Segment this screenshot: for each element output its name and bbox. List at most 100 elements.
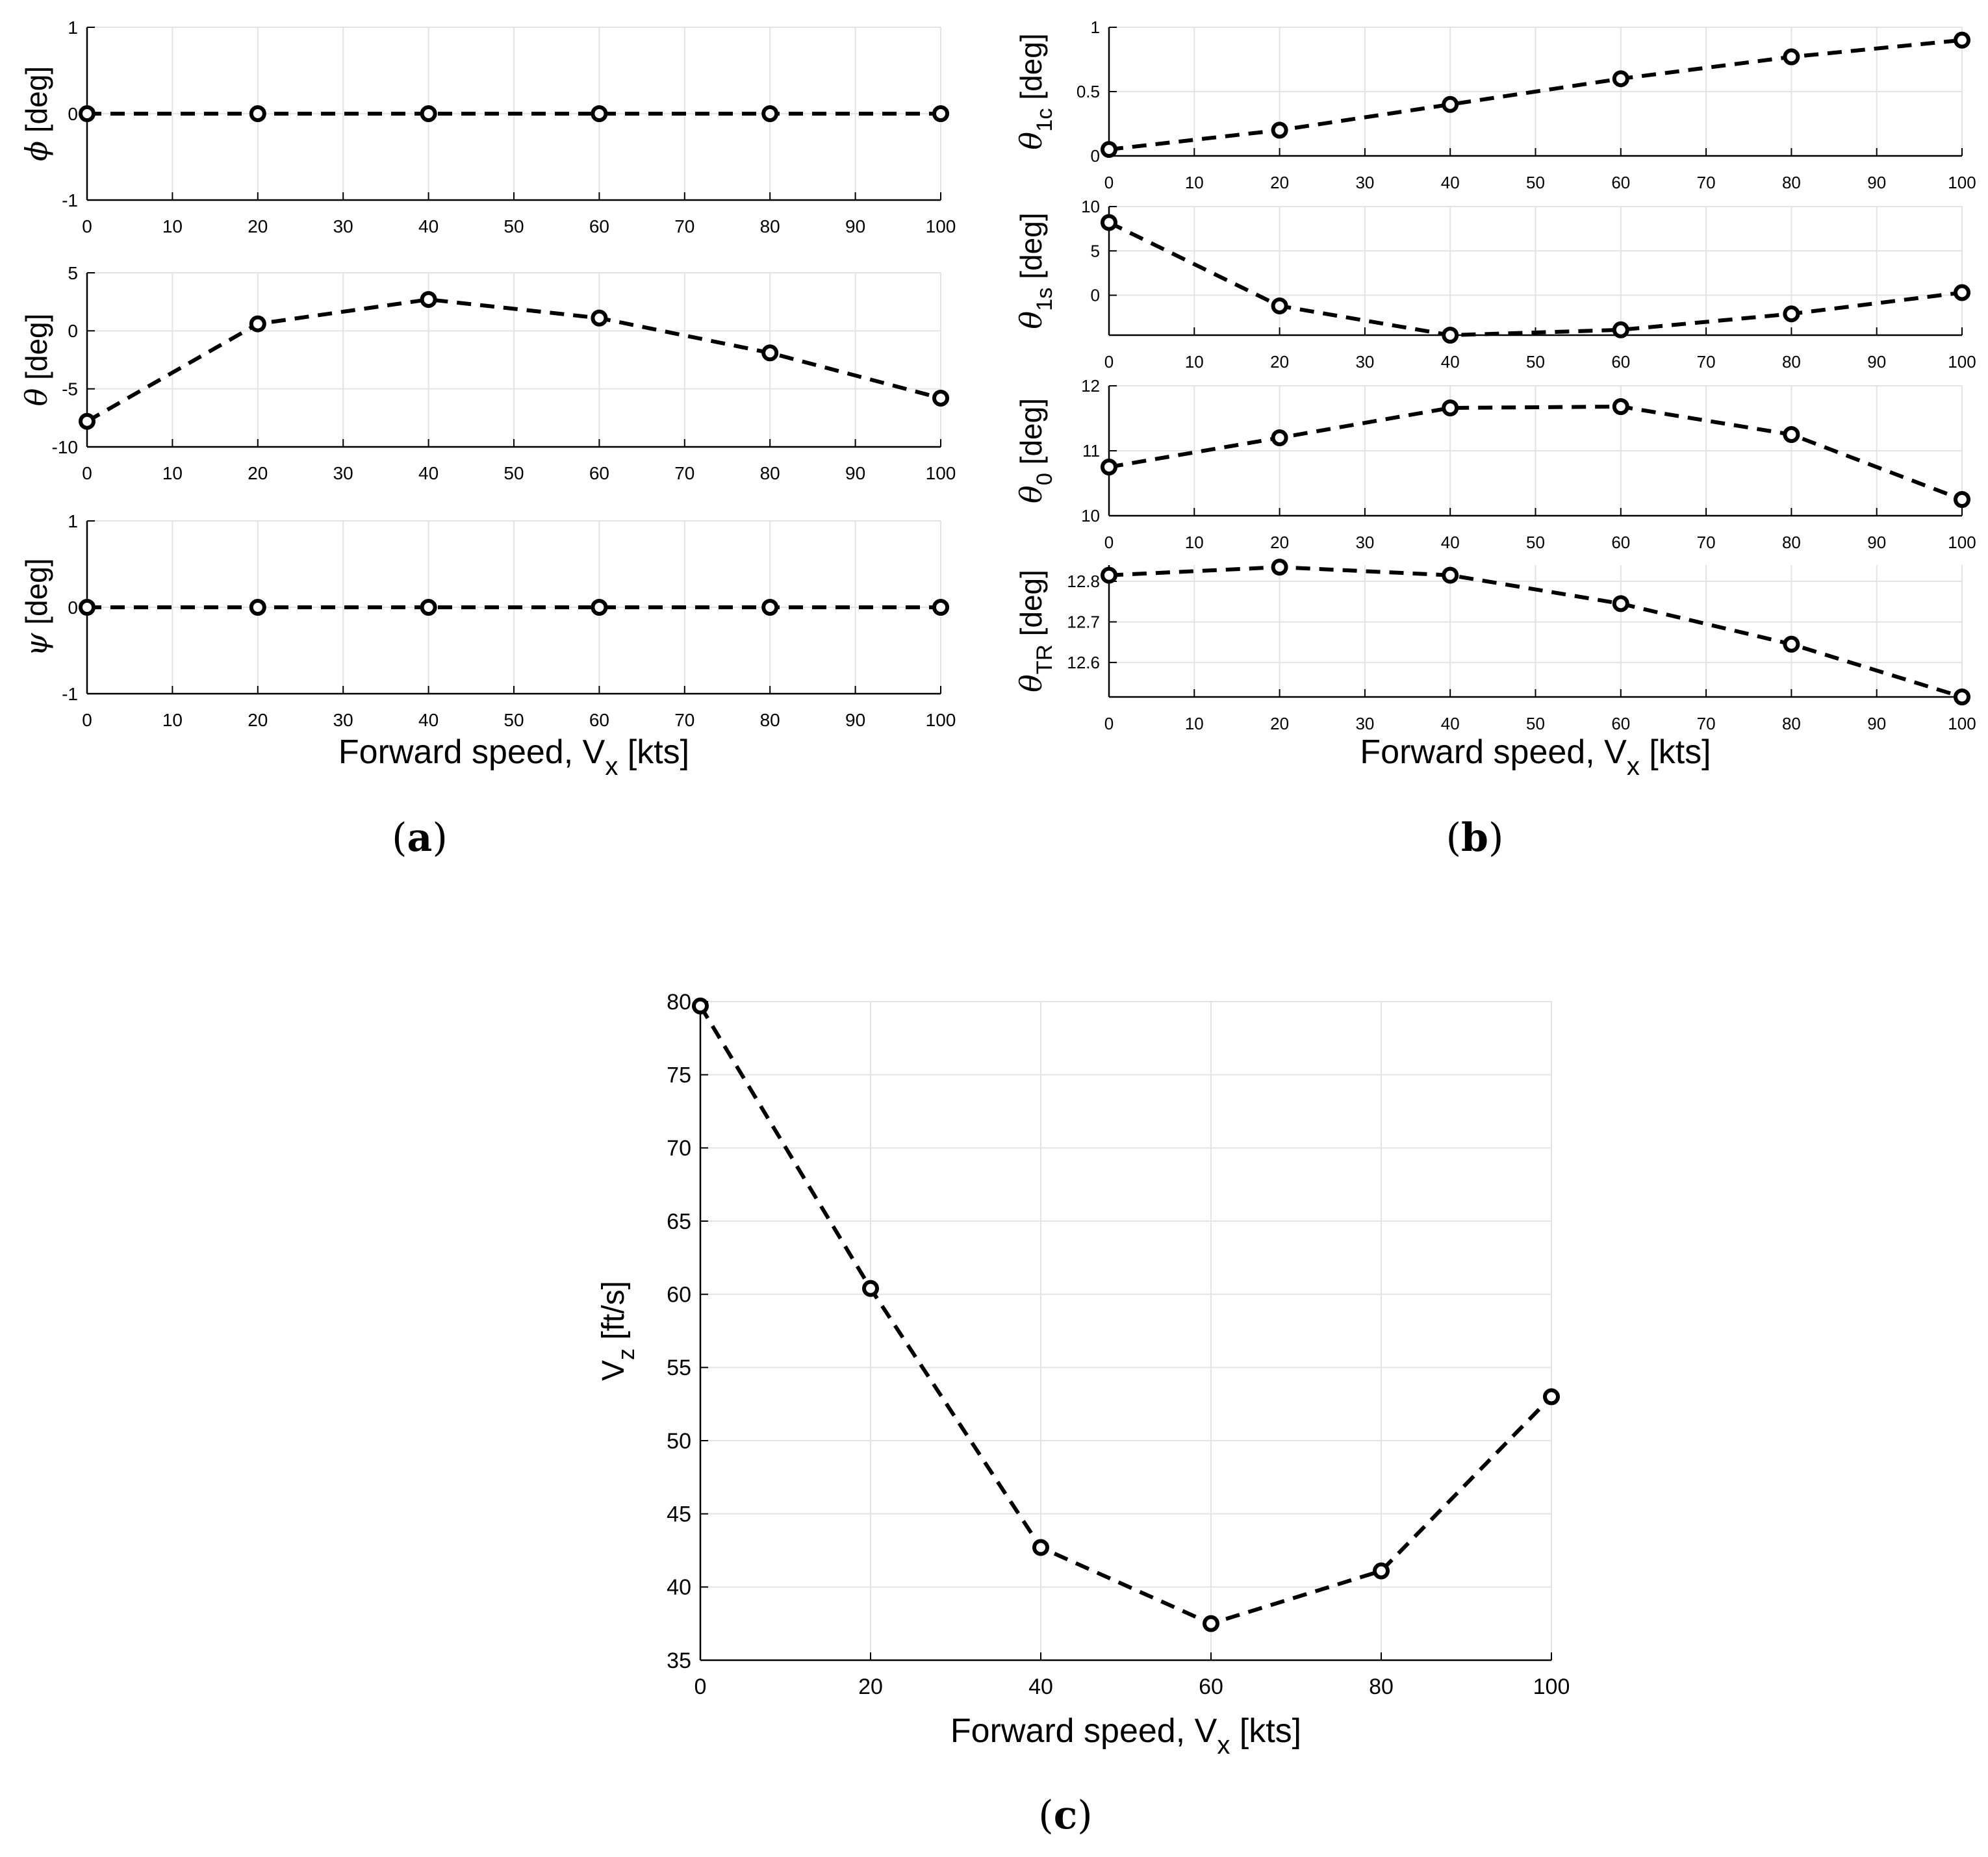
y-tick-label: 80 (667, 990, 691, 1015)
x-tick-label: 70 (674, 216, 695, 236)
data-point (1442, 327, 1459, 344)
y-tick-label: 5 (1091, 241, 1100, 260)
data-point (932, 599, 949, 616)
x-tick-label: 80 (1782, 714, 1801, 733)
x-tick-label: 50 (503, 710, 524, 730)
y-tick-label: 0 (1091, 286, 1100, 305)
x-tick-label: 100 (1948, 533, 1976, 552)
y-tick-label: 12.8 (1067, 572, 1100, 591)
x-tick-label: 80 (1369, 1674, 1394, 1699)
x-tick-label: 100 (1948, 714, 1976, 733)
x-axis-label: Forward speed, Vx [kts] (950, 1712, 1301, 1760)
data-point (1203, 1615, 1219, 1632)
data-point (1612, 398, 1629, 415)
y-tick-label: -10 (52, 437, 78, 457)
y-tick-label: 0.5 (1077, 82, 1100, 101)
y-tick-label: 10 (1081, 197, 1100, 216)
data-point (761, 344, 779, 362)
data-point (249, 105, 266, 122)
x-tick-label: 30 (333, 710, 353, 730)
x-tick-label: 30 (1355, 173, 1374, 192)
data-point (1442, 566, 1459, 584)
x-tick-label: 40 (1441, 533, 1460, 552)
x-tick-label: 50 (1526, 173, 1545, 192)
x-tick-label: 50 (1526, 533, 1545, 552)
x-tick-label: 30 (1355, 533, 1374, 552)
x-tick-label: 50 (1526, 714, 1545, 733)
series-line (1108, 38, 1963, 152)
y-tick-label: 45 (667, 1502, 691, 1527)
x-tick-label: 40 (418, 710, 439, 730)
chart-b4: 0 10 20 30 40 50 60 70 80 90 100 12.6 12.7 12.8 θTR [d… (1013, 559, 1976, 781)
caption-b: (b) (1446, 815, 1504, 861)
x-tick-label: 60 (1611, 714, 1630, 733)
data-point (1271, 121, 1288, 139)
x-tick-label: 20 (248, 463, 268, 483)
y-tick-label: 10 (1081, 506, 1100, 525)
x-tick-label: 10 (1185, 533, 1204, 552)
x-axis-label: Forward speed, Vx [kts] (338, 733, 689, 781)
x-tick-label: 80 (1782, 533, 1801, 552)
x-tick-label: 90 (1867, 714, 1886, 733)
data-point (79, 105, 96, 122)
data-point (1442, 399, 1459, 416)
data-point (1032, 1539, 1049, 1556)
data-point (79, 599, 96, 616)
y-tick-label: 0 (68, 104, 78, 124)
x-tick-label: 20 (1270, 352, 1289, 372)
series-line (1108, 220, 1963, 338)
x-tick-label: 0 (82, 216, 92, 236)
y-axis-label: θ0 [deg] (1013, 398, 1057, 503)
data-point (1954, 284, 1970, 301)
chart-b2: 0 10 20 30 40 50 60 70 80 90 100 0 5 10 θ1s [deg] (1013, 197, 1976, 372)
x-tick-label: 100 (1533, 1674, 1570, 1699)
series-line (1108, 565, 1963, 699)
data-point (591, 105, 608, 122)
data-point (761, 599, 779, 616)
x-tick-label: 60 (589, 216, 609, 236)
y-tick-label: 55 (667, 1356, 691, 1380)
y-tick-label: 1 (1091, 18, 1100, 37)
x-tick-label: 90 (1867, 173, 1886, 192)
data-point (1954, 688, 1970, 705)
data-point (1783, 635, 1800, 653)
data-point (1783, 305, 1800, 323)
data-point (932, 105, 949, 122)
data-point (1543, 1388, 1560, 1406)
data-point (591, 309, 608, 327)
x-tick-label: 40 (1028, 1674, 1053, 1699)
y-tick-label: 40 (667, 1575, 691, 1600)
data-point (1783, 426, 1800, 443)
y-tick-label: -5 (62, 379, 78, 399)
data-point (692, 997, 709, 1015)
x-tick-label: 0 (82, 463, 92, 483)
x-tick-label: 100 (926, 216, 956, 236)
x-tick-label: 10 (162, 710, 183, 730)
x-tick-label: 0 (1104, 173, 1114, 192)
data-point (249, 315, 266, 333)
data-point (1954, 31, 1970, 49)
x-tick-label: 60 (1611, 173, 1630, 192)
y-axis-label: Vz [ft/s] (596, 1281, 639, 1381)
data-point (932, 389, 949, 407)
x-tick-label: 30 (1355, 352, 1374, 372)
data-point (1954, 491, 1970, 508)
y-tick-label: 65 (667, 1209, 691, 1234)
data-point (761, 105, 779, 122)
chart-c1: 0 20 40 60 80 100 35 40 45 50 55 60 65 70 75 80 Vz [ft/s… (596, 990, 1570, 1760)
x-tick-label: 90 (845, 216, 865, 236)
x-tick-label: 80 (1782, 352, 1801, 372)
y-tick-label: 12.6 (1067, 653, 1100, 672)
series-line (698, 1005, 1553, 1626)
x-tick-label: 60 (1611, 533, 1630, 552)
data-point (1612, 595, 1629, 613)
x-tick-label: 10 (162, 216, 183, 236)
y-tick-label: 70 (667, 1136, 691, 1161)
x-tick-label: 80 (760, 216, 780, 236)
data-point (1373, 1562, 1390, 1580)
data-point (420, 291, 437, 309)
data-point (1612, 321, 1629, 338)
x-tick-label: 40 (1441, 352, 1460, 372)
x-tick-label: 10 (1185, 173, 1204, 192)
chart-a2: 0 10 20 30 40 50 60 70 80 90 100 -10 -5 0 5 θ [deg] (19, 263, 956, 483)
